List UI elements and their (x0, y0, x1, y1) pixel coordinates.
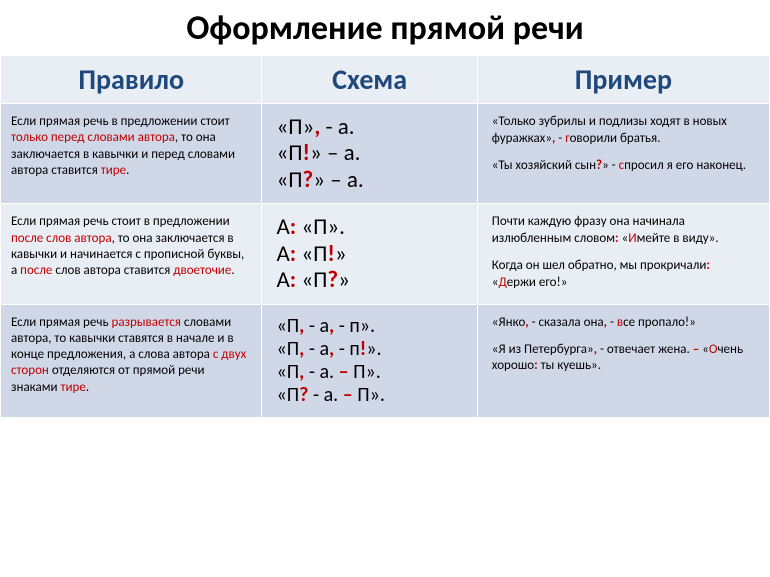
header-label: Правило (78, 62, 184, 97)
rule-highlight: только перед словами автора (11, 130, 175, 145)
header-rule: Правило (1, 56, 262, 104)
example-block: «Я из Петербурга», - отвечает жена. – «О… (492, 342, 755, 376)
example-cell: Почти каждую фразу она начинала излюблен… (477, 204, 769, 304)
example-block: «Янко, - сказала она, - все пропало!» (492, 315, 755, 332)
rule-cell: Если прямая речь в предложении стоит тол… (1, 104, 262, 204)
header-example: Пример (477, 56, 769, 104)
rule-text: Если прямая речь стоит в предложении (11, 214, 230, 229)
schema-line: «П, - а, - п!». (276, 338, 462, 361)
schema-line: «П!» – а. (276, 140, 462, 166)
schema-line: «П, - а. – П». (276, 361, 462, 384)
title-text: Оформление прямой речи (186, 8, 583, 49)
rule-text: Если прямая речь (11, 315, 111, 330)
rule-cell: Если прямая речь стоит в предложении пос… (1, 204, 262, 304)
rule-highlight: после слов автора (11, 231, 112, 246)
table-row: Если прямая речь стоит в предложении пос… (1, 204, 770, 304)
example-cell: «Янко, - сказала она, - все пропало!» «Я… (477, 304, 769, 417)
table-row: Если прямая речь разрывается словами авт… (1, 304, 770, 417)
header-schema: Схема (262, 56, 477, 104)
header-label: Схема (332, 62, 407, 97)
schema-line: А: «П!» (276, 241, 462, 267)
schema-line: А: «П?» (276, 267, 462, 293)
example-block: Почти каждую фразу она начинала излюблен… (492, 214, 755, 248)
rule-text: Если прямая речь в предложении стоит (11, 114, 230, 129)
rule-highlight: тире (61, 380, 86, 395)
example-block: Когда он шел обратно, мы прокричали: «Де… (492, 258, 755, 292)
header-label: Пример (575, 62, 672, 97)
rule-highlight: тире (101, 163, 126, 178)
rule-text: . (231, 263, 234, 278)
rule-text: слов автора ставится (52, 263, 173, 278)
rule-text: . (126, 163, 129, 178)
rule-highlight: разрывается (111, 315, 181, 330)
schema-line: «П?» – а. (276, 167, 462, 193)
schema-line: «П? - а. – П». (276, 384, 462, 407)
schema-cell: «П», - а. «П!» – а. «П?» – а. (262, 104, 477, 204)
rule-highlight: после (20, 263, 52, 278)
schema-line: А: «П». (276, 214, 462, 240)
schema-line: «П, - а, - п». (276, 315, 462, 338)
example-cell: «Только зубрилы и подлизы ходят в новых … (477, 104, 769, 204)
example-block: «Только зубрилы и подлизы ходят в новых … (492, 114, 755, 148)
table-row: Если прямая речь в предложении стоит тол… (1, 104, 770, 204)
example-block: «Ты хозяйский сын?» - спросил я его нако… (492, 158, 755, 175)
schema-line: «П», - а. (276, 114, 462, 140)
schema-cell: «П, - а, - п». «П, - а, - п!». «П, - а. … (262, 304, 477, 417)
rule-highlight: двоеточие (173, 263, 231, 278)
rules-table: Правило Схема Пример Если прямая речь в … (0, 55, 770, 418)
rule-cell: Если прямая речь разрывается словами авт… (1, 304, 262, 417)
rule-text: . (86, 380, 89, 395)
page-title: Оформление прямой речи (0, 0, 770, 55)
schema-cell: А: «П». А: «П!» А: «П?» (262, 204, 477, 304)
